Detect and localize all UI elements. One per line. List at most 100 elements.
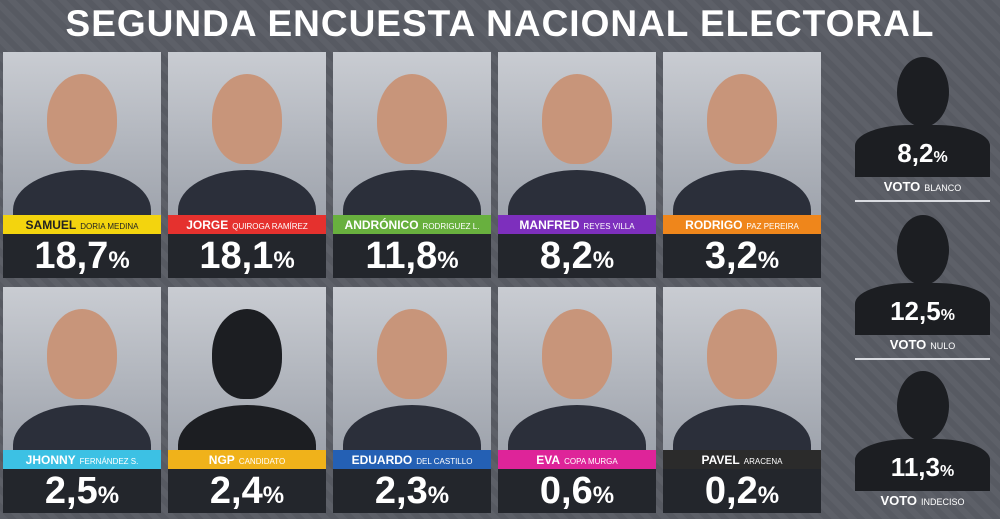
silhouette-head — [897, 215, 949, 285]
name-banner: JHONNY FERNÁNDEZ S. — [3, 450, 161, 469]
vote-word: VOTO — [880, 493, 918, 508]
first-name: NGP — [208, 453, 235, 467]
last-name: DORIA MEDINA — [80, 222, 139, 231]
first-name: JORGE — [186, 218, 229, 232]
silhouette-body — [855, 125, 990, 177]
vote-type: BLANCO — [924, 183, 962, 193]
percent-unit: % — [592, 247, 615, 274]
photo — [333, 52, 491, 215]
photo-body — [13, 170, 151, 215]
photo-body — [343, 170, 481, 215]
percent-unit: % — [97, 482, 120, 509]
photo — [3, 287, 161, 450]
vote-word: VOTO — [889, 337, 927, 352]
candidate-card: EVA COPA MURGA 0,6% — [498, 287, 656, 514]
photo — [3, 52, 161, 215]
percent-unit: % — [108, 247, 130, 274]
vote-block: 11,3% VOTO INDECISO — [855, 366, 990, 516]
percent-unit: % — [262, 482, 285, 509]
percent-value: 2,5 — [44, 470, 98, 512]
vote-percent: 8,2% — [855, 138, 990, 169]
candidate-card: EDUARDO DEL CASTILLO 2,3% — [333, 287, 491, 514]
percent-unit: % — [757, 247, 780, 274]
last-name: DEL CASTILLO — [416, 457, 473, 466]
silhouette-head — [897, 57, 949, 127]
percent-unit: % — [940, 307, 955, 324]
percent-box: 2,3% — [333, 469, 491, 513]
candidate-card: ANDRÓNICO RODRIGUEZ L. 11,8% — [333, 52, 491, 279]
percent-box: 3,2% — [663, 234, 821, 278]
percent-value: 0,2 — [704, 470, 758, 512]
vote-word: VOTO — [883, 179, 921, 194]
percent-box: 0,2% — [663, 469, 821, 513]
photo-head — [377, 309, 447, 399]
candidate-card: JHONNY FERNÁNDEZ S. 2,5% — [3, 287, 161, 514]
last-name: COPA MURGA — [564, 457, 618, 466]
percent-box: 11,8% — [333, 234, 491, 278]
candidate-card: RODRIGO PAZ PEREIRA 3,2% — [663, 52, 821, 279]
silhouette — [855, 215, 990, 335]
percent-value: 2,4 — [209, 470, 263, 512]
vote-label: VOTO NULO — [855, 336, 990, 354]
percent-box: 2,4% — [168, 469, 326, 513]
name-banner: JORGE QUIROGA RAMÍREZ — [168, 215, 326, 234]
photo-head — [47, 74, 117, 164]
first-name: RODRIGO — [685, 218, 743, 232]
first-name: MANFRED — [519, 218, 580, 232]
first-name: ANDRÓNICO — [344, 218, 419, 232]
photo-body — [508, 170, 646, 215]
silhouette-head — [897, 371, 949, 441]
percent-value: 2,3 — [374, 470, 428, 512]
name-banner: NGP CANDIDATO — [168, 450, 326, 469]
name-banner: ANDRÓNICO RODRIGUEZ L. — [333, 215, 491, 234]
photo-body — [13, 405, 151, 450]
photo-head — [707, 309, 777, 399]
last-name: CANDIDATO — [238, 457, 286, 466]
first-name: SAMUEL — [25, 218, 77, 232]
name-banner: MANFRED REYES VILLA — [498, 215, 656, 234]
percent-unit: % — [939, 463, 955, 480]
name-banner: SAMUEL DORIA MEDINA — [3, 215, 161, 234]
photo-body — [508, 405, 646, 450]
photo — [663, 287, 821, 450]
candidate-card: NGP CANDIDATO 2,4% — [168, 287, 326, 514]
last-name: PAZ PEREIRA — [746, 222, 799, 231]
percent-value: 18,1 — [199, 235, 274, 277]
percent-unit: % — [437, 247, 459, 274]
candidate-card: PAVEL ARACENA 0,2% — [663, 287, 821, 514]
percent-box: 8,2% — [498, 234, 656, 278]
first-name: JHONNY — [25, 453, 76, 467]
percent-value: 11,3 — [890, 452, 940, 482]
silhouette-body — [855, 439, 990, 491]
silhouette — [855, 57, 990, 177]
percent-unit: % — [933, 149, 948, 166]
name-banner: EDUARDO DEL CASTILLO — [333, 450, 491, 469]
photo — [168, 287, 326, 450]
separator — [855, 358, 990, 360]
candidate-card: MANFRED REYES VILLA 8,2% — [498, 52, 656, 279]
percent-box: 0,6% — [498, 469, 656, 513]
photo — [663, 52, 821, 215]
percent-value: 8,2 — [539, 235, 593, 277]
title: SEGUNDA ENCUESTA NACIONAL ELECTORAL — [65, 3, 935, 44]
last-name: REYES VILLA — [583, 222, 635, 231]
percent-unit: % — [592, 482, 615, 509]
percent-value: 11,8 — [365, 235, 438, 277]
photo-head — [542, 74, 612, 164]
percent-value: 0,6 — [539, 470, 593, 512]
vote-type: NULO — [930, 341, 956, 351]
photo-body — [673, 170, 811, 215]
photo-body — [178, 405, 316, 450]
photo — [498, 52, 656, 215]
photo-head — [707, 74, 777, 164]
photo — [168, 52, 326, 215]
percent-box: 2,5% — [3, 469, 161, 513]
photo — [333, 287, 491, 450]
photo-head — [212, 74, 282, 164]
name-banner: EVA COPA MURGA — [498, 450, 656, 469]
separator — [855, 200, 990, 202]
last-name: QUIROGA RAMÍREZ — [232, 222, 308, 231]
vote-label: VOTO BLANCO — [855, 178, 990, 196]
percent-unit: % — [273, 247, 295, 274]
